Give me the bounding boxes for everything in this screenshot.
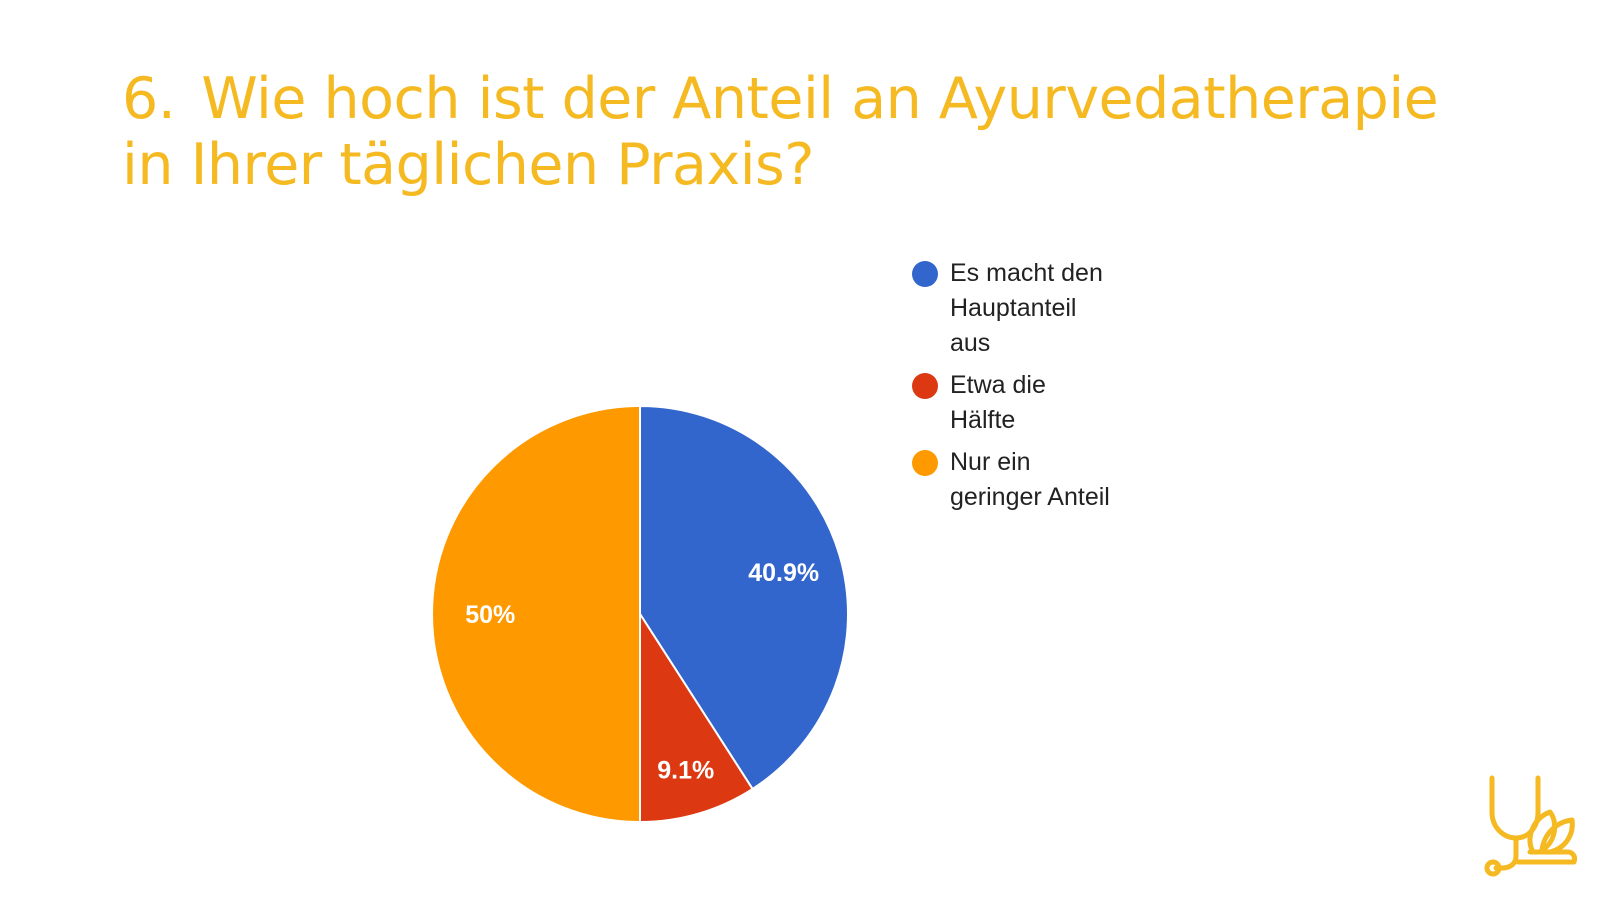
legend-swatch-haelfte <box>912 373 938 399</box>
legend-label-geringer-anteil-line1: Nur ein <box>950 448 1031 476</box>
legend-label-geringer-anteil-line2: geringer Anteil <box>950 483 1110 511</box>
pie-label-geringer-anteil: 50% <box>465 601 515 629</box>
pie-slice-haelfte <box>639 610 754 824</box>
pie-label-hauptanteil: 40.9% <box>748 559 819 587</box>
legend-item-geringer-anteil: Nur ein geringer Anteil <box>912 445 1172 515</box>
slide-title: 6. Wie hoch ist der Anteil an Ayurvedathe… <box>122 66 1502 198</box>
legend-label-haelfte-line2: Hälfte <box>950 406 1016 434</box>
legend-item-haelfte: Etwa die Hälfte <box>912 368 1172 438</box>
legend-label-hauptanteil-line1: Es macht den <box>950 259 1103 287</box>
legend-item-hauptanteil: Es macht den Hauptanteil aus <box>912 256 1172 361</box>
slide-title-text: Wie hoch ist der Anteil an Ayurvedathera… <box>122 66 1439 198</box>
legend-label-hauptanteil-line2: Hauptanteil <box>950 294 1077 322</box>
legend-swatch-geringer-anteil <box>912 450 938 476</box>
pie-label-haelfte: 9.1% <box>657 757 714 785</box>
pie-slice-geringer-anteil <box>431 404 641 824</box>
legend-label-hauptanteil-line3: aus <box>950 329 991 357</box>
stethoscope-leaf-icon <box>1484 775 1577 877</box>
legend-label-haelfte-line1: Etwa die <box>950 371 1046 399</box>
slide-number: 6. <box>122 66 176 132</box>
chart-legend: Es macht den Hauptanteil aus Etwa die Hä… <box>912 256 1172 522</box>
legend-swatch-hauptanteil <box>912 261 938 287</box>
